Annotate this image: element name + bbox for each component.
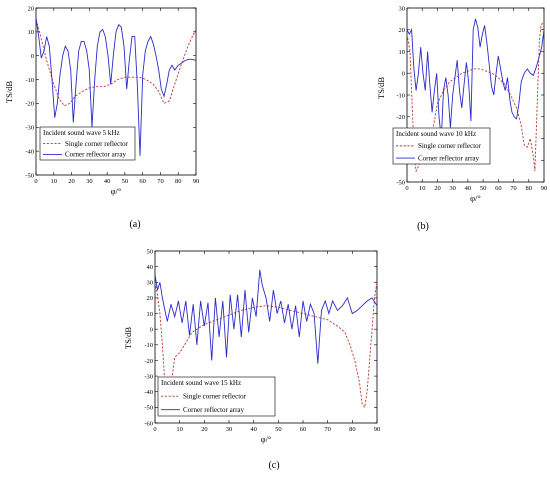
x-tick-label: 20	[434, 185, 441, 192]
legend-entry: Single corner reflector	[65, 140, 129, 148]
legend-entry: Corner reflector array	[183, 406, 245, 414]
x-tick-label: 70	[157, 178, 164, 185]
plot-frame	[154, 250, 378, 424]
legend-entry: Corner reflector array	[65, 151, 127, 159]
y-tick-label: 10	[147, 311, 154, 318]
x-tick-label: 60	[495, 185, 502, 192]
y-tick-label: -20	[25, 101, 34, 108]
y-tick-label: -10	[396, 92, 405, 99]
y-tick-label: -20	[144, 358, 153, 365]
y-tick-label: 20	[28, 5, 35, 12]
x-tick-label: 30	[449, 185, 456, 192]
x-tick-label: 0	[153, 426, 156, 433]
series-line-corner-reflector-array	[407, 18, 544, 139]
chart-panel-b: 01020304050607080903020100-10-20-30-40-5…	[376, 5, 547, 232]
panel-caption: (b)	[417, 221, 429, 232]
x-tick-label: 50	[275, 426, 282, 433]
x-tick-label: 60	[139, 178, 146, 185]
x-tick-label: 10	[419, 185, 426, 192]
y-tick-label: 40	[147, 264, 154, 271]
x-tick-label: 30	[226, 426, 233, 433]
legend-title: Incident sound wave 15 kHz	[161, 379, 241, 387]
y-tick-label: 50	[147, 248, 154, 255]
y-tick-label: -50	[144, 405, 153, 412]
x-tick-label: 0	[405, 185, 408, 192]
y-tick-label: 20	[147, 295, 154, 302]
y-tick-label: -10	[144, 342, 153, 349]
y-tick-label: -20	[396, 114, 405, 121]
x-tick-label: 90	[374, 426, 381, 433]
series-line-corner-reflector-array	[36, 17, 196, 156]
legend-entry: Single corner reflector	[183, 392, 247, 400]
y-axis-label: TS/dB	[376, 77, 386, 100]
x-tick-label: 40	[104, 178, 111, 185]
legend-entry: Corner reflector array	[418, 154, 480, 162]
plot-frame	[35, 7, 197, 176]
panel-caption: (a)	[129, 219, 140, 230]
x-axis-label: φ/°	[261, 434, 272, 444]
x-tick-label: 0	[34, 178, 37, 185]
x-axis-label: φ/°	[470, 193, 481, 203]
x-tick-label: 70	[324, 426, 331, 433]
x-tick-label: 80	[526, 185, 533, 192]
y-tick-label: -10	[25, 77, 34, 84]
panel-caption: (c)	[268, 460, 279, 471]
x-tick-label: 60	[300, 426, 307, 433]
x-tick-label: 20	[201, 426, 208, 433]
y-axis-label: TS/dB	[4, 81, 14, 104]
y-tick-label: 0	[31, 53, 34, 60]
x-tick-label: 20	[68, 178, 75, 185]
y-tick-label: 10	[399, 49, 406, 56]
x-tick-label: 90	[541, 185, 548, 192]
x-tick-label: 50	[122, 178, 129, 185]
y-tick-label: 0	[150, 326, 153, 333]
legend-title: Incident sound wave 5 kHz	[43, 129, 120, 137]
y-tick-label: -30	[144, 373, 153, 380]
x-tick-label: 70	[510, 185, 517, 192]
y-tick-label: -40	[25, 148, 34, 155]
x-tick-label: 10	[51, 178, 58, 185]
x-tick-label: 30	[86, 178, 93, 185]
y-tick-label: -40	[144, 389, 153, 396]
x-axis-label: φ/°	[111, 186, 122, 196]
x-tick-label: 80	[349, 426, 356, 433]
chart-panel-a: 0 10 20 30 40 50 60 70 80 90 20 10 0 -10 -20 -30 -40 -50 φ…	[4, 5, 199, 230]
series-line-corner-reflector-array	[155, 269, 377, 364]
y-tick-label: 0	[402, 71, 405, 78]
y-tick-label: 30	[147, 280, 154, 287]
x-tick-label: 50	[480, 185, 487, 192]
y-tick-label: -30	[25, 125, 34, 132]
y-tick-label: -50	[396, 179, 405, 186]
chart-panel-c: 0 10 20 30 40 50 60 70 80 90 50 40 30 20 10 0 -10 -20 -30 -…	[123, 248, 380, 471]
y-axis-label: TS/dB	[123, 327, 133, 350]
y-tick-label: 20	[399, 27, 406, 34]
y-tick-label: 10	[28, 29, 35, 36]
x-tick-label: 80	[175, 178, 182, 185]
x-tick-label: 40	[250, 426, 257, 433]
y-tick-label: 30	[399, 5, 406, 12]
x-tick-label: 90	[193, 178, 200, 185]
x-tick-label: 10	[176, 426, 183, 433]
legend-title: Incident sound wave 10 kHz	[396, 130, 476, 138]
legend-entry: Single corner reflector	[418, 142, 482, 150]
y-tick-label: -60	[144, 420, 153, 427]
x-tick-label: 40	[465, 185, 472, 192]
y-tick-label: -50	[25, 172, 34, 179]
